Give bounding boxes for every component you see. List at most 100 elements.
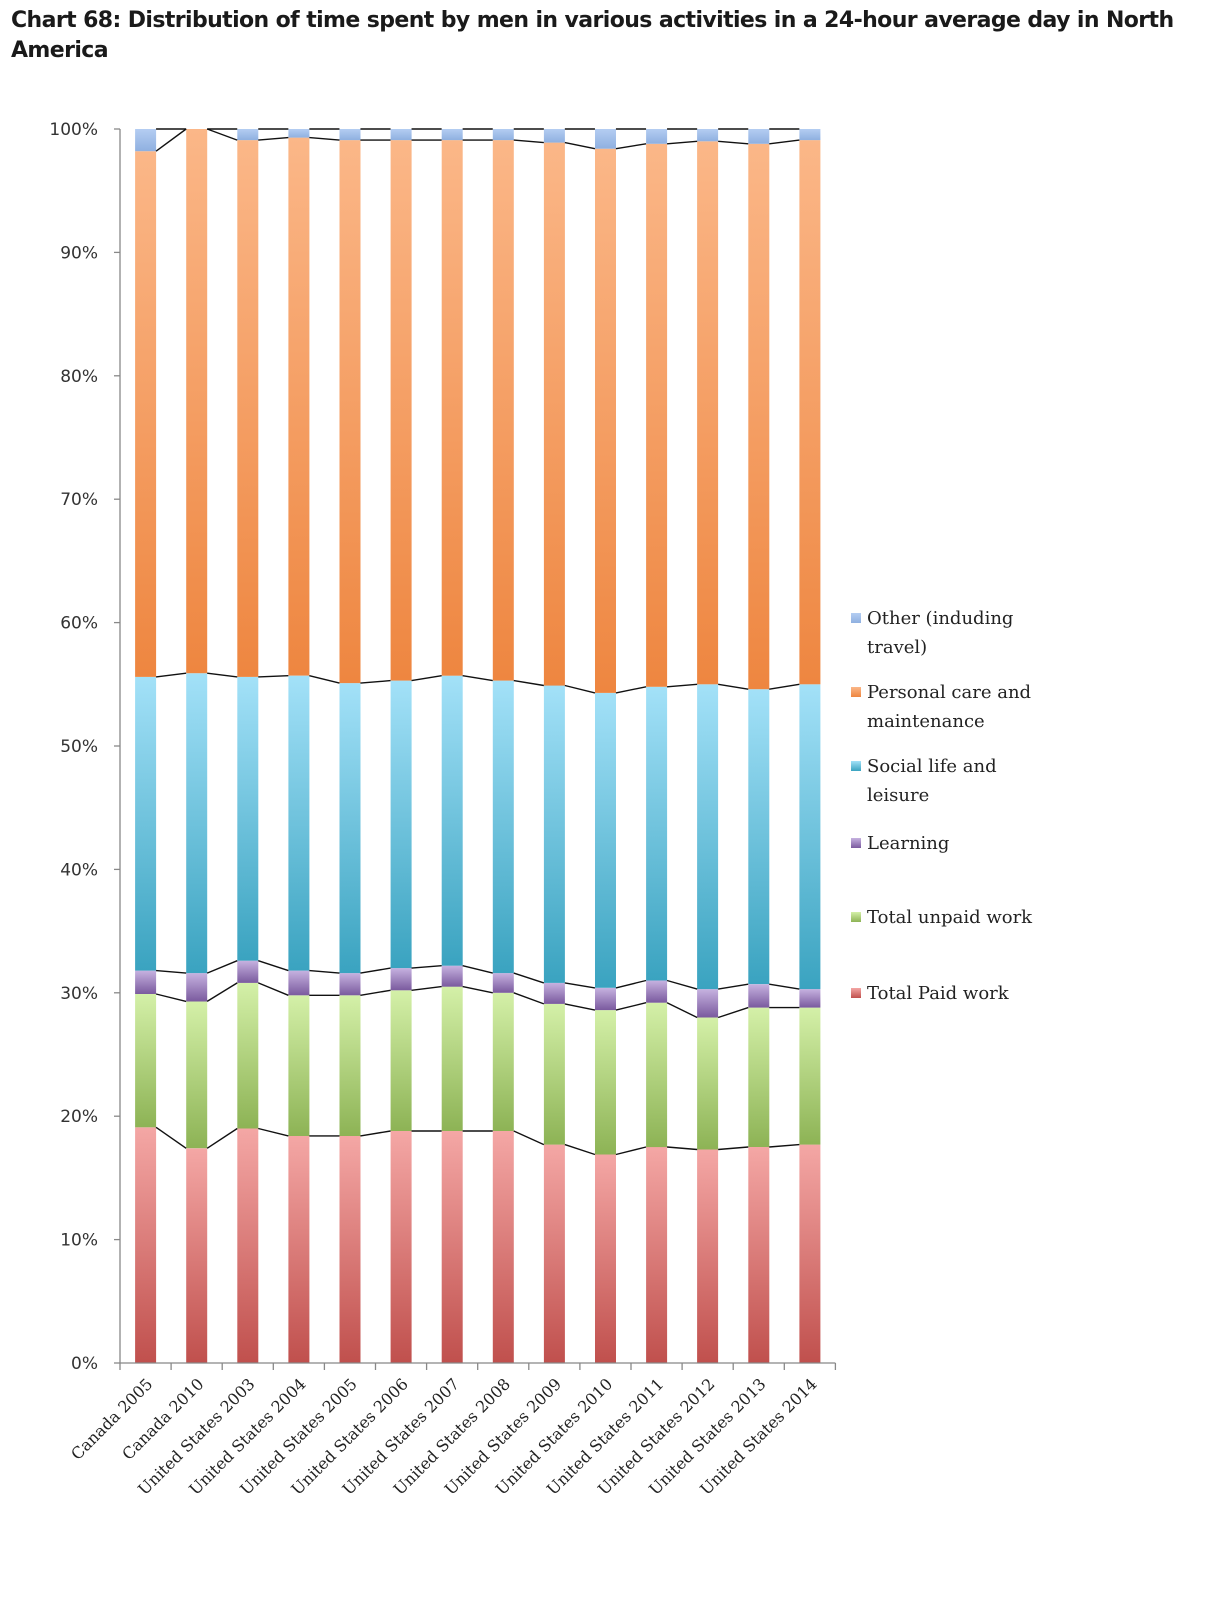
- legend-label: Personal care and: [867, 682, 1031, 703]
- legend-label: Total Paid work: [867, 983, 1010, 1004]
- bar-segment-other-induding-travel: [543, 129, 565, 143]
- bar-segment-personal-care-and-maintenance: [390, 140, 412, 681]
- series-line: [666, 683, 698, 688]
- series-line: [615, 1146, 647, 1156]
- bar-segment-other-induding-travel: [748, 129, 770, 144]
- series-line: [615, 143, 647, 150]
- bar-segment-other-induding-travel: [237, 129, 259, 141]
- series-line: [769, 139, 800, 145]
- legend-label: Social life and: [867, 756, 997, 777]
- bar-segment-other-induding-travel: [799, 129, 821, 141]
- legend-swatch: [851, 613, 861, 623]
- bar-segment-personal-care-and-maintenance: [135, 151, 157, 677]
- series-line: [258, 136, 289, 141]
- series-line: [513, 139, 544, 144]
- bar-segment-learning: [135, 970, 157, 994]
- series-line: [411, 675, 442, 682]
- bar-segment-total-paid-work: [748, 1147, 770, 1363]
- bar-segment-total-unpaid-work: [441, 986, 463, 1131]
- bar-segment-social-life-and-leisure: [492, 680, 514, 974]
- bar-segment-learning: [441, 965, 463, 987]
- bar-segment-social-life-and-leisure: [799, 684, 821, 990]
- series-line: [718, 140, 749, 145]
- series-line: [718, 683, 749, 690]
- bar-segment-social-life-and-leisure: [390, 680, 412, 969]
- bar-segment-total-paid-work: [339, 1135, 361, 1363]
- bar-segment-personal-care-and-maintenance: [748, 143, 770, 690]
- bar-segment-personal-care-and-maintenance: [697, 141, 719, 685]
- bar-group: [646, 129, 668, 1363]
- series-line: [360, 679, 391, 684]
- series-line: [155, 969, 187, 974]
- bar-segment-personal-care-and-maintenance: [441, 140, 463, 676]
- bar-segment-total-paid-work: [390, 1131, 412, 1363]
- series-line: [258, 960, 289, 972]
- y-tick-label: 10%: [60, 1231, 98, 1251]
- bar-group: [237, 129, 259, 1363]
- bar-segment-social-life-and-leisure: [595, 692, 616, 988]
- bar-segment-social-life-and-leisure: [543, 685, 565, 983]
- series-line: [718, 1146, 749, 1151]
- series-line: [564, 982, 596, 989]
- series-line: [206, 1127, 238, 1149]
- bar-segment-learning: [186, 973, 208, 1002]
- bar-segment-total-unpaid-work: [595, 1010, 616, 1155]
- bar-group: [748, 129, 770, 1363]
- series-line: [155, 128, 187, 152]
- bar-segment-other-induding-travel: [339, 129, 361, 141]
- bar-segment-social-life-and-leisure: [288, 675, 310, 971]
- bar-group: [441, 129, 463, 1363]
- y-tick-label: 80%: [60, 367, 98, 387]
- bar-segment-social-life-and-leisure: [186, 673, 208, 974]
- bar-segment-total-paid-work: [237, 1128, 259, 1363]
- series-line: [666, 979, 698, 990]
- bar-segment-learning: [543, 982, 565, 1004]
- series-line: [564, 1003, 596, 1011]
- series-line: [155, 1126, 187, 1149]
- bar-segment-learning: [339, 973, 361, 996]
- bar-segment-total-unpaid-work: [339, 995, 361, 1136]
- legend-item: Other (induding travel): [851, 608, 1013, 658]
- bar-segment-other-induding-travel: [390, 129, 412, 141]
- y-tick-label: 50%: [60, 737, 98, 757]
- bar-segment-social-life-and-leisure: [135, 676, 157, 971]
- bar-group: [186, 129, 208, 1363]
- bar-segment-total-unpaid-work: [135, 994, 157, 1128]
- bar-segment-learning: [492, 973, 514, 993]
- y-tick-label: 30%: [60, 984, 98, 1004]
- series-line: [360, 967, 391, 974]
- y-tick-label: 0%: [71, 1354, 98, 1374]
- legend-label: Other (induding: [867, 608, 1013, 629]
- chart-title: Chart 68: Distribution of time spent by …: [11, 8, 1174, 63]
- bar-group: [339, 129, 361, 1363]
- bar-segment-personal-care-and-maintenance: [646, 143, 668, 687]
- series-line: [309, 675, 340, 684]
- bar-segment-total-unpaid-work: [799, 1007, 821, 1145]
- series-line: [769, 1143, 800, 1148]
- bar-segment-other-induding-travel: [646, 129, 668, 144]
- bar-segment-total-unpaid-work: [543, 1003, 565, 1145]
- series-line: [309, 136, 340, 141]
- series-lines-layer: [155, 128, 800, 1156]
- series-line: [513, 992, 545, 1005]
- y-tick-label: 20%: [60, 1107, 98, 1127]
- series-line: [258, 1127, 289, 1137]
- legend-swatch: [851, 912, 861, 922]
- y-tick-label: 90%: [60, 243, 98, 263]
- bar-segment-learning: [697, 989, 719, 1018]
- series-line: [666, 1146, 698, 1151]
- bar-segment-learning: [646, 980, 668, 1003]
- series-line: [155, 993, 187, 1003]
- series-line: [666, 140, 698, 145]
- series-line: [206, 982, 238, 1002]
- bar-segment-personal-care-and-maintenance: [237, 140, 259, 677]
- bar-segment-social-life-and-leisure: [339, 683, 361, 974]
- bar-segment-total-paid-work: [697, 1149, 719, 1363]
- bars-layer: [135, 129, 821, 1363]
- legend-label: travel): [867, 637, 927, 658]
- series-line: [411, 965, 442, 969]
- bar-segment-total-paid-work: [492, 1131, 514, 1363]
- legend-item: Total Paid work: [851, 983, 1010, 1004]
- legend-swatch: [851, 687, 861, 697]
- bar-segment-learning: [288, 970, 310, 996]
